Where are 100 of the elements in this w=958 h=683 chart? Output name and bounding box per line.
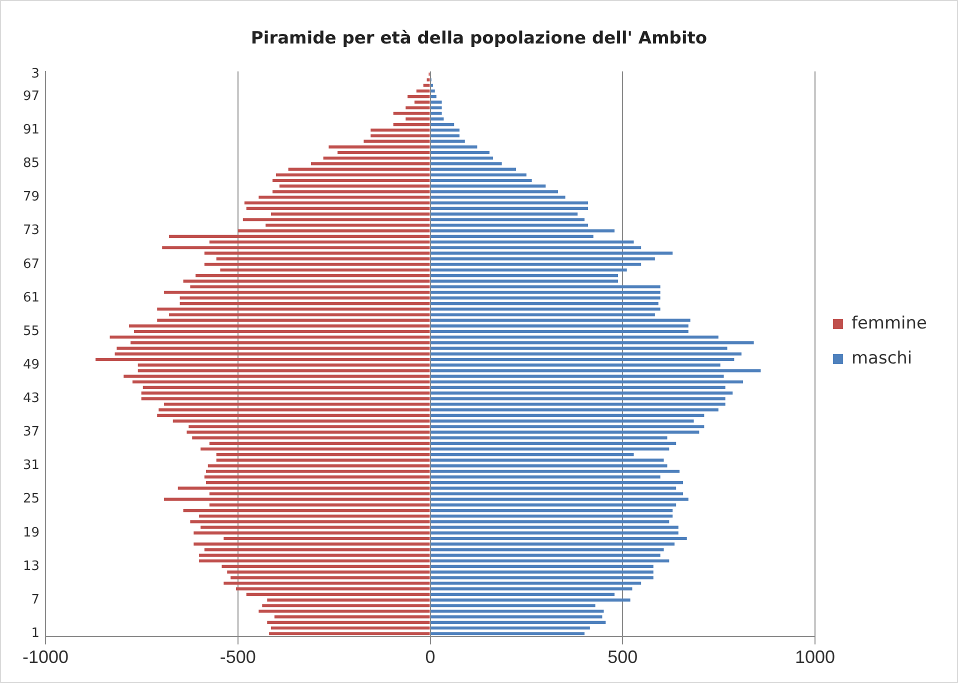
bar	[141, 397, 430, 400]
bar	[430, 229, 615, 232]
bar	[430, 313, 655, 316]
bar	[204, 548, 430, 552]
bar	[430, 369, 761, 372]
bar	[164, 498, 430, 501]
bar	[274, 615, 430, 618]
bar	[430, 620, 606, 624]
bar	[430, 252, 673, 255]
bar	[430, 576, 654, 580]
bar	[430, 436, 668, 440]
bar	[430, 336, 718, 339]
bar	[199, 554, 430, 557]
bar	[141, 392, 430, 395]
bar	[430, 134, 460, 138]
bar	[270, 626, 430, 630]
bar	[430, 173, 526, 176]
bar	[430, 268, 627, 272]
bar	[430, 324, 688, 328]
bar	[188, 425, 430, 428]
bar	[227, 570, 430, 574]
bar	[430, 419, 694, 423]
bar	[414, 100, 430, 104]
bar	[430, 234, 594, 238]
bar	[430, 514, 673, 518]
bar	[224, 536, 430, 540]
bar	[190, 520, 430, 524]
bar	[158, 408, 430, 412]
bar	[200, 526, 430, 529]
bar	[430, 178, 532, 182]
bar	[183, 508, 430, 512]
bar	[430, 598, 630, 602]
y-tick-label: 97	[22, 88, 40, 104]
bar	[430, 592, 615, 596]
bar	[430, 302, 658, 306]
bar	[258, 610, 430, 613]
bar	[430, 364, 720, 367]
bar	[276, 173, 430, 176]
bar	[430, 531, 678, 534]
bar	[430, 498, 688, 501]
bar	[194, 531, 430, 534]
bar	[430, 526, 678, 529]
bar	[220, 268, 430, 272]
bar	[430, 308, 660, 311]
y-tick-label: 49	[22, 357, 40, 372]
bar	[430, 386, 726, 390]
bar	[430, 402, 726, 406]
bar	[430, 184, 546, 188]
bar	[430, 358, 734, 362]
bar	[209, 442, 430, 445]
bar	[157, 414, 430, 417]
bar	[266, 224, 430, 227]
bar	[430, 470, 680, 473]
bar	[430, 117, 444, 120]
bar	[430, 481, 684, 484]
bar	[172, 419, 430, 423]
bar	[430, 196, 566, 199]
bar	[430, 554, 660, 557]
bar	[430, 615, 602, 618]
bar	[430, 206, 588, 210]
bar	[132, 380, 430, 384]
bar	[270, 212, 430, 216]
bar	[338, 150, 430, 154]
bar	[114, 352, 430, 356]
bar	[430, 150, 490, 154]
bar	[238, 229, 430, 232]
bar	[430, 112, 442, 115]
y-tick-label: 73	[22, 223, 40, 238]
bar	[180, 302, 430, 306]
bar	[279, 184, 430, 188]
bar	[204, 262, 430, 266]
bar	[183, 280, 430, 283]
x-tick-label: -1000	[22, 647, 69, 668]
bar	[430, 520, 670, 524]
bar	[246, 206, 430, 210]
y-tick-label: 85	[22, 156, 40, 172]
bar	[430, 559, 670, 562]
bar	[430, 162, 502, 166]
bar	[246, 592, 430, 596]
bar	[364, 140, 430, 143]
bar	[430, 587, 632, 590]
bar	[430, 374, 724, 378]
bar	[393, 112, 430, 115]
x-tick-label: 0	[425, 647, 436, 668]
bar	[430, 408, 718, 412]
bar	[430, 240, 634, 244]
y-tick-label: 25	[22, 492, 40, 507]
bar	[430, 296, 660, 300]
bar	[138, 364, 430, 367]
bar	[180, 296, 430, 300]
y-tick-label: 31	[22, 458, 40, 474]
legend-label: femmine	[851, 313, 928, 334]
bar	[157, 318, 430, 322]
bar	[222, 564, 430, 568]
bar	[423, 84, 430, 87]
bar	[430, 447, 670, 451]
bar	[190, 285, 430, 288]
bar	[130, 341, 430, 344]
bar	[408, 95, 430, 98]
bar	[323, 156, 430, 160]
